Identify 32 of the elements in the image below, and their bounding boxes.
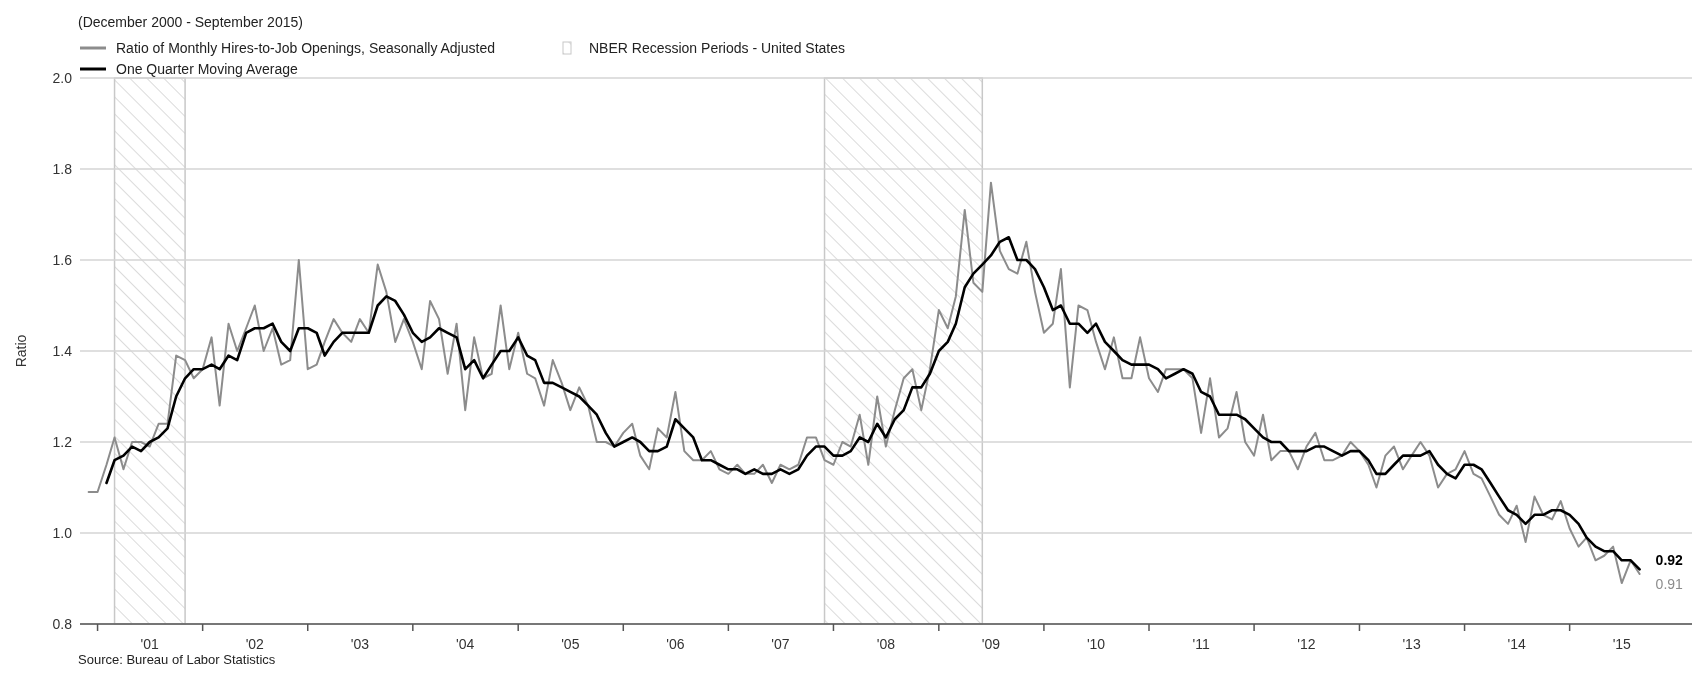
- y-tick-label: 1.8: [52, 161, 73, 177]
- y-tick-label: 2.0: [52, 70, 73, 86]
- chart-subtitle: (December 2000 - September 2015): [78, 14, 303, 30]
- legend-label: Ratio of Monthly Hires-to-Job Openings, Seasonally Adjusted: [116, 40, 495, 56]
- data-label: 0.92: [1655, 551, 1684, 568]
- x-tick-label: '01: [140, 636, 160, 652]
- x-tick-label: '14: [1507, 636, 1526, 652]
- x-tick-label: '15: [1612, 636, 1632, 652]
- y-tick-label: 1.0: [52, 525, 73, 541]
- legend-label: One Quarter Moving Average: [116, 61, 299, 77]
- source-note: Source: Bureau of Labor Statistics: [78, 652, 276, 667]
- legend-label: NBER Recession Periods - United States: [589, 40, 845, 56]
- line-series: [87, 181, 1641, 585]
- x-tick-label: '07: [771, 636, 790, 652]
- x-tick-label: '13: [1402, 636, 1421, 652]
- line-series: [105, 235, 1641, 571]
- y-tick-label: 1.6: [52, 252, 73, 268]
- y-tick-label: 0.8: [52, 616, 73, 632]
- x-tick-label: '06: [666, 636, 685, 652]
- x-tick-label: '03: [350, 636, 370, 652]
- x-tick-label: '12: [1297, 636, 1316, 652]
- x-tick-label: '11: [1192, 636, 1210, 652]
- y-tick-label: 1.4: [52, 343, 73, 359]
- x-tick-label: '09: [981, 636, 1001, 652]
- data-label: 0.91: [1655, 575, 1684, 592]
- x-tick-label: '04: [456, 636, 475, 652]
- y-axis-title: Ratio: [13, 334, 29, 368]
- y-tick-label: 1.2: [52, 434, 73, 450]
- x-tick-label: '10: [1086, 636, 1106, 652]
- x-tick-label: '02: [245, 636, 265, 652]
- x-tick-label: '05: [561, 636, 580, 652]
- x-tick-label: '08: [876, 636, 896, 652]
